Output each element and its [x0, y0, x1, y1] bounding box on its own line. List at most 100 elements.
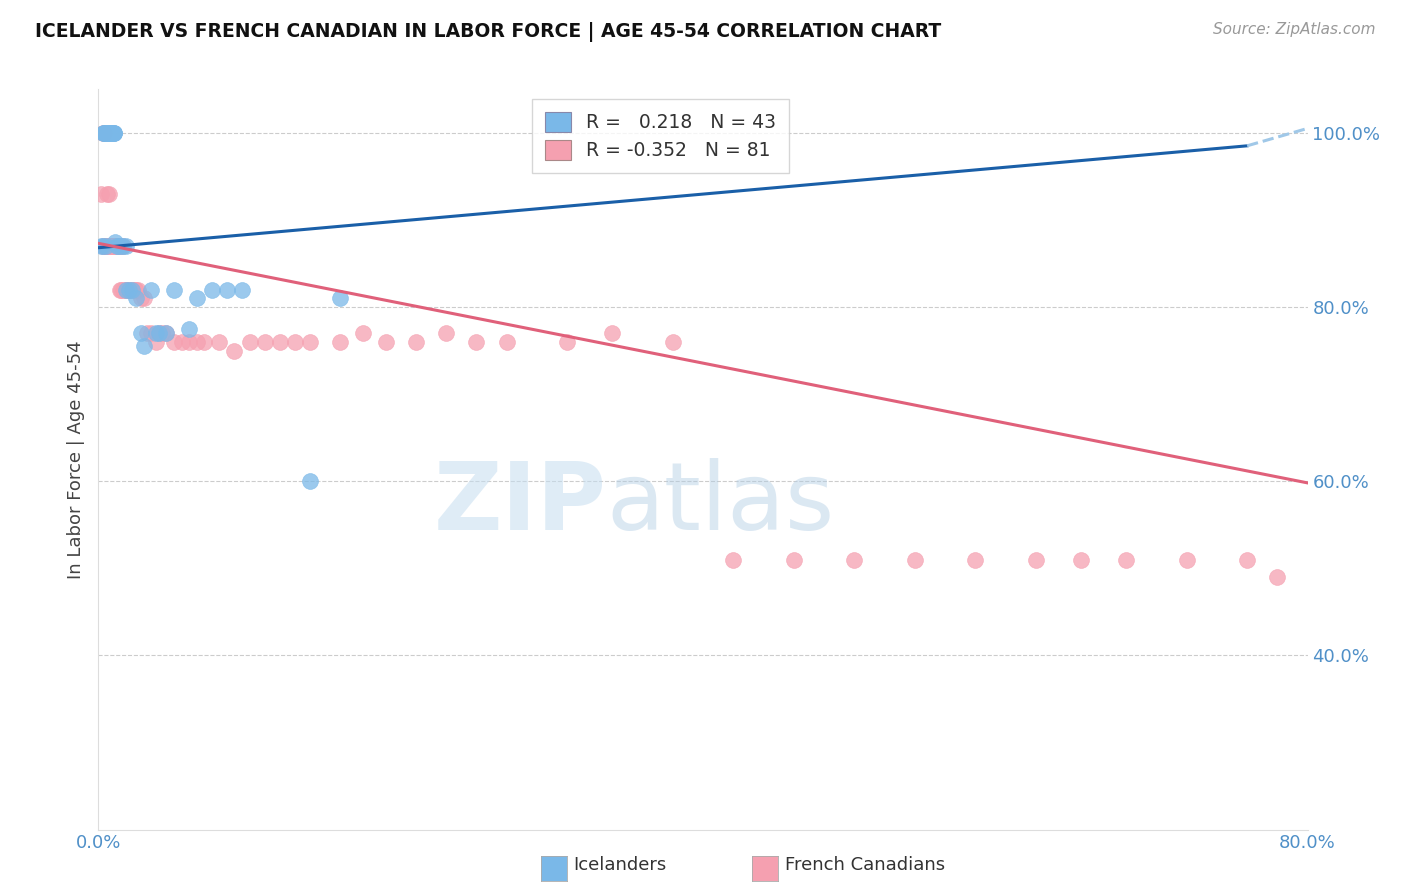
Point — [94, 239, 117, 253]
Point — [132, 339, 155, 353]
Point — [129, 291, 152, 305]
Point — [186, 334, 208, 349]
Point — [100, 126, 122, 140]
Point — [179, 322, 201, 336]
Point — [101, 126, 124, 140]
Point — [114, 283, 136, 297]
Point — [100, 126, 122, 140]
Point — [465, 334, 488, 349]
Point — [329, 334, 352, 349]
Point — [1070, 552, 1092, 566]
Point — [299, 334, 322, 349]
Point — [98, 126, 121, 140]
Point — [127, 283, 149, 297]
Point — [141, 283, 163, 297]
Point — [904, 552, 927, 566]
Point — [121, 283, 143, 297]
Point — [107, 239, 129, 253]
Text: ZIP: ZIP — [433, 458, 606, 549]
Point — [148, 326, 170, 340]
Legend: R =   0.218   N = 43, R = -0.352   N = 81: R = 0.218 N = 43, R = -0.352 N = 81 — [531, 99, 789, 173]
Point — [124, 283, 146, 297]
Point — [111, 239, 134, 253]
Point — [155, 326, 177, 340]
Point — [93, 126, 115, 140]
Point — [723, 552, 745, 566]
Text: Source: ZipAtlas.com: Source: ZipAtlas.com — [1212, 22, 1375, 37]
Point — [163, 334, 186, 349]
Point — [118, 283, 141, 297]
Point — [110, 283, 132, 297]
Point — [91, 126, 114, 140]
Point — [374, 334, 396, 349]
Point — [100, 126, 122, 140]
Point — [145, 334, 167, 349]
Point — [96, 126, 118, 140]
Point — [132, 291, 155, 305]
Point — [299, 474, 322, 488]
Point — [114, 239, 136, 253]
Point — [94, 239, 117, 253]
Point — [1024, 552, 1046, 566]
Point — [155, 326, 177, 340]
Point — [114, 283, 136, 297]
Point — [93, 126, 115, 140]
Point — [844, 552, 866, 566]
Point — [105, 239, 128, 253]
Point — [1175, 552, 1198, 566]
Point — [101, 239, 124, 253]
Point — [121, 283, 143, 297]
Point — [98, 186, 121, 201]
Point — [231, 283, 253, 297]
Point — [135, 326, 157, 340]
Point — [107, 239, 129, 253]
Point — [110, 239, 132, 253]
Point — [90, 239, 112, 253]
Point — [90, 186, 112, 201]
Point — [120, 283, 142, 297]
Point — [661, 334, 683, 349]
Point — [208, 334, 231, 349]
Point — [1236, 552, 1258, 566]
Point — [108, 283, 131, 297]
Point — [150, 326, 173, 340]
Point — [201, 283, 224, 297]
Point — [96, 239, 118, 253]
Point — [193, 334, 215, 349]
Point — [329, 291, 352, 305]
Point — [98, 239, 121, 253]
Point — [103, 239, 125, 253]
Text: French Canadians: French Canadians — [785, 856, 945, 874]
Point — [93, 126, 115, 140]
Point — [108, 239, 131, 253]
Point — [100, 239, 122, 253]
Point — [115, 283, 138, 297]
Text: ICELANDER VS FRENCH CANADIAN IN LABOR FORCE | AGE 45-54 CORRELATION CHART: ICELANDER VS FRENCH CANADIAN IN LABOR FO… — [35, 22, 942, 42]
Point — [179, 334, 201, 349]
Point — [125, 283, 148, 297]
Point — [495, 334, 517, 349]
Text: atlas: atlas — [606, 458, 835, 549]
Point — [129, 326, 152, 340]
Point — [186, 291, 208, 305]
Point — [163, 283, 186, 297]
Point — [602, 326, 624, 340]
Point — [145, 326, 167, 340]
Point — [103, 126, 125, 140]
Point — [1115, 552, 1137, 566]
Point — [94, 126, 117, 140]
Point — [111, 283, 134, 297]
Point — [93, 239, 115, 253]
Point — [91, 126, 114, 140]
Point — [100, 239, 122, 253]
Point — [125, 291, 148, 305]
Point — [101, 239, 124, 253]
Point — [284, 334, 307, 349]
Point — [105, 239, 128, 253]
Text: Icelanders: Icelanders — [574, 856, 666, 874]
Point — [111, 239, 134, 253]
Point — [269, 334, 291, 349]
Point — [103, 126, 125, 140]
Point — [104, 235, 127, 249]
Point — [104, 239, 127, 253]
